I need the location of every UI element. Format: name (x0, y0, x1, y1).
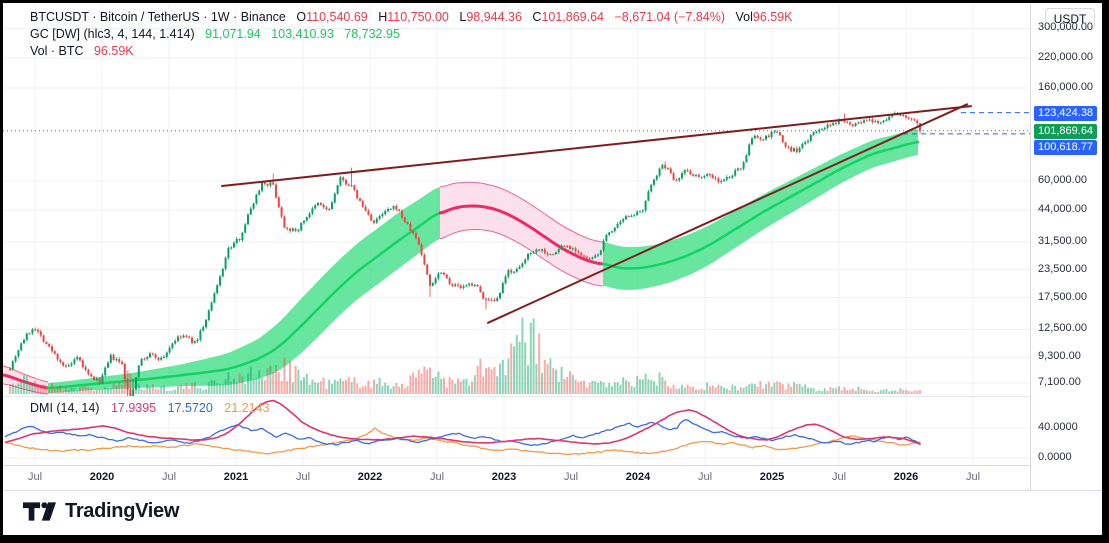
time-axis-label: 2025 (759, 471, 785, 483)
legend-line-2-gc[interactable]: GC [DW] (hlc3, 4, 144, 1.414) 91,071.94 … (30, 26, 793, 43)
time-axis[interactable]: Jul 2020 Jul 2021 Jul 2022 Jul 2023 Jul 2024 Jul 20… (3, 465, 1030, 490)
price-tick-label: 220,000.00 (1038, 50, 1094, 63)
level-lines-layer (3, 112, 1030, 135)
price-tick-label: 300,000.00 (1038, 21, 1094, 34)
vol-indicator-value: 96.59K (93, 44, 134, 58)
price-tick-label: 160,000.00 (1038, 81, 1094, 93)
gc-value-upper: 103,410.93 (271, 27, 334, 41)
dmi-adx-value: 17.9395 (110, 401, 157, 415)
volume-readout: Vol96.59K (735, 10, 793, 24)
price-chip-last: 101,869.64 (1034, 124, 1098, 139)
price-tick-label: 12,500.00 (1038, 322, 1087, 335)
time-axis-label: Jul (161, 471, 177, 483)
time-axis-label: 2021 (223, 471, 249, 483)
price-tick-label: 9,300.00 (1038, 350, 1081, 363)
dmi-di-minus-value: 21.2143 (224, 401, 270, 415)
time-axis-label: Jul (27, 471, 43, 483)
dmi-tick-label: 40.0000 (1038, 421, 1078, 433)
ohlc-close: C101,869.64 (532, 10, 605, 24)
time-axis-label: Jul (697, 471, 713, 483)
time-axis-label: Jul (831, 471, 847, 483)
grid-layer (3, 3, 1030, 465)
ohlc-high: H110,750.00 (378, 10, 449, 24)
price-chip-low: 100,618.77 (1034, 140, 1098, 155)
legend-line-1[interactable]: BTCUSDT · Bitcoin / TetherUS · 1W · Bina… (30, 9, 793, 26)
time-axis-label: 2023 (491, 471, 517, 483)
time-axis-label: Jul (295, 471, 311, 483)
price-chip-high: 123,424.38 (1034, 106, 1098, 121)
price-tick-label: 23,500.00 (1038, 262, 1087, 275)
time-axis-label: Jul (965, 471, 981, 483)
price-axis[interactable]: USDT 300,000.00 220,000.00 160,000.00 60,00… (1030, 3, 1102, 490)
time-axis-label: Jul (429, 471, 445, 483)
time-axis-label: 2022 (357, 471, 383, 483)
price-tick-label: 60,000.00 (1038, 173, 1087, 186)
chart-surface: BTCUSDT · Bitcoin / TetherUS · 1W · Bina… (3, 3, 1102, 535)
tradingview-logo-text: TradingView (65, 500, 180, 522)
price-tick-label: 7,100.00 (1038, 375, 1081, 388)
dmi-legend[interactable]: DMI (14, 14) 17.9395 17.5720 21.2143 (30, 401, 269, 415)
symbol-title[interactable]: BTCUSDT · Bitcoin / TetherUS · 1W · Bina… (30, 10, 286, 24)
gc-indicator-title[interactable]: GC [DW] (hlc3, 4, 144, 1.414) (30, 27, 195, 41)
dmi-di-plus-value: 17.5720 (167, 401, 213, 415)
pane-divider[interactable] (3, 396, 1102, 397)
axis-bottom-border (3, 490, 1102, 491)
time-axis-label: 2020 (89, 471, 115, 483)
vol-indicator-title[interactable]: Vol · BTC (30, 44, 84, 58)
time-axis-label: Jul (563, 471, 579, 483)
gc-value-center: 91,071.94 (205, 27, 261, 41)
currency-unit-button[interactable]: USDT (1045, 8, 1095, 30)
ohlc-open: O110,540.69 (296, 10, 368, 24)
gc-value-lower: 78,732.95 (344, 27, 400, 41)
dmi-indicator-title[interactable]: DMI (14, 14) (30, 401, 100, 415)
candles-layer (9, 111, 921, 396)
time-axis-label: 2024 (625, 471, 651, 483)
tradingview-logo[interactable]: TradingView (23, 500, 179, 523)
tradingview-mark-icon (23, 502, 56, 521)
legend-line-3-vol[interactable]: Vol · BTC 96.59K (30, 43, 793, 60)
dmi-tick-label: 0.0000 (1038, 451, 1072, 463)
ohlc-low: L98,944.36 (459, 10, 522, 24)
symbol-legend[interactable]: BTCUSDT · Bitcoin / TetherUS · 1W · Bina… (30, 9, 793, 60)
gc-band-layer (3, 129, 920, 395)
chart-canvas[interactable] (3, 3, 1102, 535)
dmi-pane-layer (4, 399, 921, 456)
price-tick-label: 17,500.00 (1038, 290, 1087, 303)
volume-layer (9, 317, 921, 394)
change-value: −8,671.04 (−7.84%) (614, 10, 726, 24)
time-axis-label: 2026 (893, 471, 919, 483)
price-tick-label: 44,000.00 (1038, 203, 1087, 216)
trendlines-layer[interactable] (221, 103, 972, 324)
price-tick-label: 31,500.00 (1038, 234, 1087, 247)
